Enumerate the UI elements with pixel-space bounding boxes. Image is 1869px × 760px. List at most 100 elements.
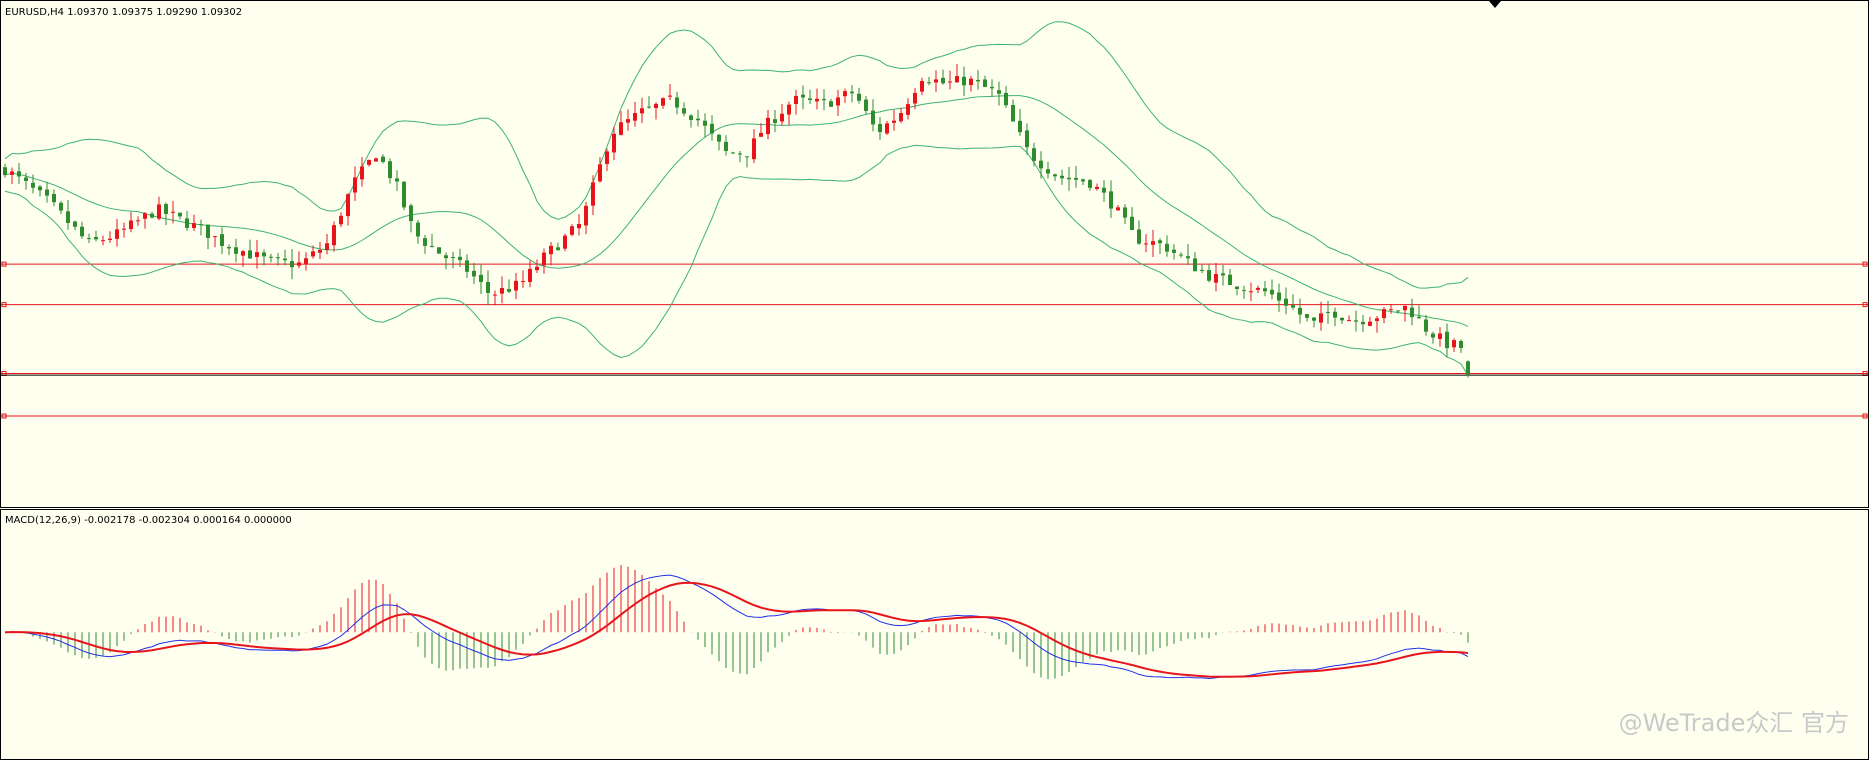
- candle-body: [227, 247, 231, 249]
- candle-body: [178, 212, 182, 217]
- candle-body: [1277, 292, 1281, 301]
- candle-body: [528, 268, 532, 282]
- candle-body: [150, 213, 154, 218]
- candle-body: [1375, 318, 1379, 321]
- candle-body: [892, 120, 896, 123]
- candle-body: [276, 257, 280, 259]
- candle-body: [927, 82, 931, 84]
- candle-body: [1088, 180, 1092, 188]
- candle-body: [1347, 320, 1351, 322]
- candle-body: [388, 161, 392, 179]
- level-line-marker-right: [1862, 261, 1868, 267]
- candle-body: [1025, 130, 1029, 148]
- macd-histogram: [11, 565, 1469, 680]
- candle-body: [367, 159, 371, 165]
- level-line-marker-left: [1, 413, 7, 419]
- candle-body: [549, 245, 553, 255]
- candle-body: [325, 243, 329, 250]
- candle-body: [31, 182, 35, 188]
- candle-body: [199, 224, 203, 226]
- price-chart-pane[interactable]: EURUSD,H4 1.09370 1.09375 1.09290 1.0930…: [0, 0, 1869, 508]
- macd-info-label: MACD(12,26,9) -0.002178 -0.002304 0.0001…: [5, 515, 292, 526]
- candle-body: [129, 220, 133, 230]
- candle-body: [913, 92, 917, 104]
- candle-body: [255, 252, 259, 257]
- candle-body: [1074, 177, 1078, 180]
- candle-body: [563, 235, 567, 249]
- candle-body: [24, 177, 28, 181]
- candle-body: [1382, 309, 1386, 319]
- candle-body: [934, 79, 938, 83]
- candle-body: [262, 252, 266, 257]
- candle-body: [857, 93, 861, 101]
- candle-body: [73, 221, 77, 227]
- candle-body: [1256, 287, 1260, 290]
- candle-body: [878, 124, 882, 133]
- candle-body: [1263, 288, 1267, 292]
- candle-body: [486, 282, 490, 293]
- candle-body: [374, 158, 378, 162]
- candle-body: [52, 193, 56, 203]
- candle-body: [283, 258, 287, 261]
- candle-body: [339, 215, 343, 225]
- candle-body: [542, 252, 546, 266]
- candle-body: [535, 266, 539, 271]
- candle-body: [318, 249, 322, 253]
- candle-body: [87, 238, 91, 240]
- candle-body: [801, 94, 805, 98]
- candle-body: [1053, 174, 1057, 177]
- candle-body: [66, 211, 70, 223]
- candle-body: [241, 251, 245, 256]
- candle-body: [843, 91, 847, 97]
- candle-body: [206, 224, 210, 239]
- candle-body: [493, 294, 497, 296]
- candle-body: [122, 228, 126, 230]
- candle-body: [1235, 286, 1239, 290]
- candle-body: [430, 245, 434, 247]
- candle-body: [850, 91, 854, 94]
- candle-body: [458, 256, 462, 261]
- bollinger-bands: [4, 21, 1469, 376]
- candle-body: [1410, 307, 1414, 318]
- candle-body: [1228, 274, 1232, 286]
- candle-body: [1326, 311, 1330, 313]
- candle-body: [213, 236, 217, 238]
- candle-body: [1032, 148, 1036, 161]
- candle-body: [1249, 291, 1253, 293]
- candle-body: [1214, 273, 1218, 283]
- macd-indicator-pane[interactable]: MACD(12,26,9) -0.002178 -0.002304 0.0001…: [0, 509, 1869, 760]
- chart-shift-marker-icon[interactable]: [1489, 1, 1501, 8]
- candle-body: [507, 289, 511, 292]
- candle-body: [1060, 175, 1064, 179]
- candle-body: [661, 98, 665, 106]
- candle-body: [920, 81, 924, 92]
- candle-body: [864, 99, 868, 111]
- candle-body: [297, 262, 301, 266]
- candle-body: [185, 218, 189, 228]
- candle-body: [1046, 169, 1050, 174]
- candle-body: [640, 108, 644, 114]
- candle-body: [402, 181, 406, 208]
- candle-body: [437, 247, 441, 254]
- candle-body: [45, 189, 49, 196]
- candle-body: [990, 86, 994, 89]
- candle-body: [1067, 177, 1071, 180]
- candle-body: [38, 186, 42, 191]
- candle-body: [444, 255, 448, 259]
- candle-body: [822, 98, 826, 101]
- candle-body: [976, 79, 980, 82]
- candle-body: [234, 247, 238, 254]
- candle-body: [1270, 289, 1274, 295]
- candle-body: [1242, 290, 1246, 292]
- candle-body: [997, 90, 1001, 94]
- candle-body: [619, 122, 623, 135]
- candle-body: [1305, 314, 1309, 318]
- candle-body: [794, 95, 798, 104]
- candle-body: [143, 213, 147, 219]
- candle-body: [1116, 207, 1120, 211]
- candle-body: [1403, 305, 1407, 311]
- candle-body: [647, 106, 651, 108]
- candle-body: [1039, 160, 1043, 169]
- candle-body: [269, 256, 273, 258]
